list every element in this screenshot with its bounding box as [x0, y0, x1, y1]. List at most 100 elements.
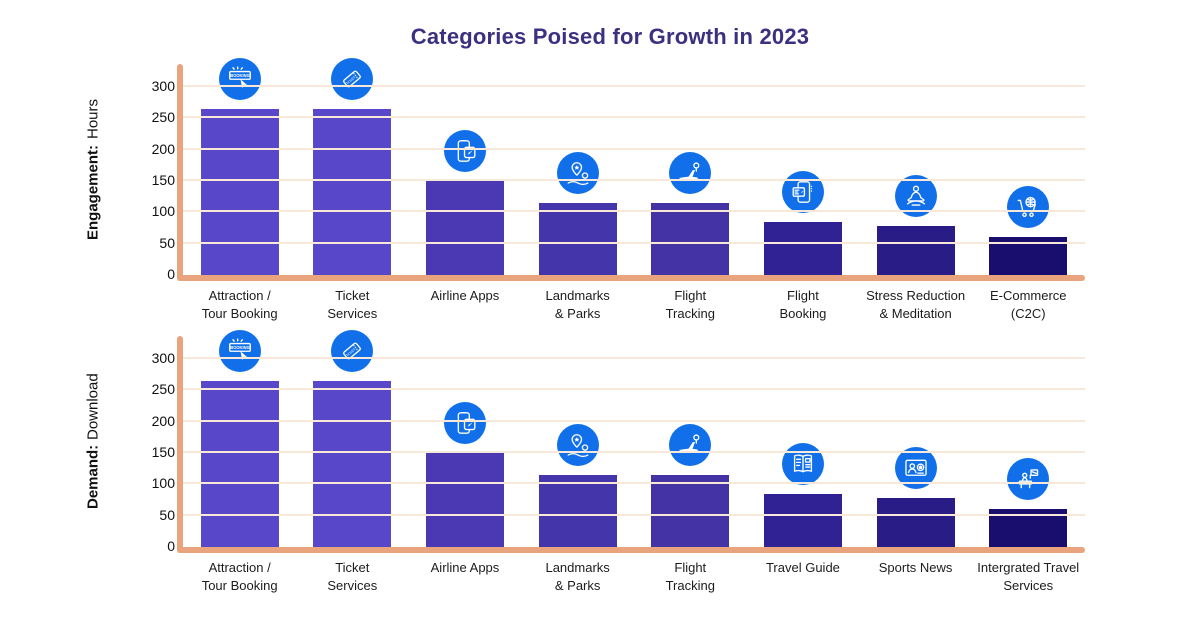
bars-engagement: BOOKING TICKET — [183, 58, 1085, 275]
landmarks-parks-icon — [556, 152, 599, 194]
booking-button-icon: BOOKING — [218, 330, 261, 373]
gridline — [183, 419, 1085, 422]
x-axis-labels-demand: Attraction / Tour Booking Ticket Services… — [183, 559, 1085, 594]
bar — [651, 475, 730, 548]
y-axis-ticks: 0 50 100 150 200 250 300 — [106, 64, 183, 281]
bar — [313, 109, 392, 275]
plot-area-engagement: BOOKING TICKET — [177, 58, 1085, 281]
bar-group — [860, 336, 972, 548]
y-axis-label-engagement: Engagement: Hours — [80, 64, 106, 275]
bar-group: TICKET — [296, 330, 408, 548]
svg-text:BOOKING: BOOKING — [230, 73, 250, 78]
x-axis-labels-engagement: Attraction / Tour Booking Ticket Services… — [183, 287, 1085, 322]
ticket-icon: TICKET — [331, 58, 374, 100]
engagement-chart: Engagement: Hours 0 50 100 150 200 250 300 BOOK… — [80, 58, 1085, 322]
flight-booking-icon — [781, 171, 824, 213]
gridline — [183, 388, 1085, 391]
y-tick-label: 150 — [151, 172, 175, 188]
airline-app-icon — [443, 402, 486, 445]
bar — [200, 381, 279, 548]
x-category-label: Airline Apps — [430, 288, 500, 303]
bar-group — [747, 64, 859, 275]
bar-group: BOOKING — [184, 330, 296, 548]
travel-guide-icon — [781, 443, 824, 486]
x-category-label: Airline Apps — [430, 560, 500, 576]
bar — [425, 181, 504, 275]
y-axis-ticks: 0 50 100 150 200 250 300 — [106, 336, 183, 553]
x-category-label: Attraction / Tour Booking — [201, 288, 278, 321]
flight-tracking-icon — [669, 424, 712, 467]
gridline — [183, 513, 1085, 516]
bar-group — [634, 336, 746, 548]
x-category-label: E-Commerce (C2C) — [989, 288, 1067, 321]
y-tick-label: 50 — [159, 234, 175, 251]
y-tick-label: 200 — [151, 412, 175, 429]
x-category-label: Landmarks & Parks — [545, 560, 610, 593]
x-category-label: Flight Tracking — [665, 560, 715, 593]
gridline — [183, 482, 1085, 485]
bar-group — [409, 64, 521, 275]
bar — [763, 222, 842, 275]
bar-group — [747, 336, 859, 548]
x-category-label: Flight Tracking — [665, 288, 715, 321]
landmarks-parks-icon — [556, 424, 599, 467]
bar — [876, 226, 955, 275]
x-axis-line — [177, 547, 1085, 554]
bar-group: BOOKING — [184, 58, 296, 275]
y-tick-label: 200 — [151, 140, 175, 157]
bar-group — [522, 336, 634, 548]
y-axis-line — [177, 64, 183, 281]
bar — [651, 203, 730, 275]
meditation-icon — [894, 175, 937, 217]
x-category-label: Flight Booking — [779, 288, 827, 321]
gridline — [183, 116, 1085, 119]
gridline — [183, 210, 1085, 213]
travel-services-icon — [1007, 458, 1050, 501]
y-axis-label-bold: Engagement: — [84, 144, 102, 240]
y-axis-label-rest: Hours — [84, 99, 102, 140]
bar-group: TICKET — [296, 58, 408, 275]
x-category-label: Travel Guide — [765, 560, 840, 576]
booking-button-icon: BOOKING — [218, 58, 261, 100]
bar — [313, 381, 392, 548]
y-axis-label-bold: Demand: — [84, 445, 102, 510]
ticket-icon: TICKET — [331, 330, 374, 373]
y-tick-label: 50 — [159, 506, 175, 523]
ecommerce-cart-icon — [1007, 186, 1050, 228]
bar — [538, 203, 617, 275]
chart-title: Categories Poised for Growth in 2023 — [410, 24, 810, 49]
bar — [876, 498, 955, 548]
y-tick-label: 250 — [151, 109, 175, 126]
y-tick-label: 150 — [151, 444, 175, 461]
bar — [538, 475, 617, 548]
airline-app-icon — [443, 130, 486, 172]
bar — [425, 453, 504, 548]
plot-area-demand: BOOKING TICKET — [177, 330, 1085, 554]
gridline — [183, 241, 1085, 244]
gridline — [183, 147, 1085, 150]
y-tick-label: 250 — [151, 381, 175, 398]
y-tick-label: 300 — [151, 350, 175, 367]
gridline — [183, 451, 1085, 454]
demand-chart: Demand: Download 0 50 100 150 200 250 300 BOOKI… — [80, 330, 1085, 594]
x-axis-line — [177, 275, 1085, 281]
svg-text:TICKET: TICKET — [346, 347, 357, 357]
bars-demand: BOOKING TICKET — [183, 330, 1085, 548]
y-tick-label: 100 — [151, 203, 175, 220]
bar — [200, 109, 279, 275]
x-category-label: Ticket Services — [327, 288, 378, 321]
svg-text:TICKET: TICKET — [346, 75, 357, 85]
gridline — [183, 85, 1085, 87]
y-tick-label: 0 — [167, 266, 175, 282]
bar-group — [634, 64, 746, 275]
gridline — [183, 357, 1085, 360]
y-axis-label-rest: Download — [84, 373, 102, 441]
y-tick-label: 100 — [151, 475, 175, 492]
x-category-label: Attraction / Tour Booking — [201, 560, 278, 593]
x-category-label: Landmarks & Parks — [545, 288, 610, 321]
y-axis-label-demand: Demand: Download — [80, 336, 106, 547]
flight-tracking-icon — [669, 152, 712, 194]
bar-group — [522, 64, 634, 275]
y-axis-line — [177, 336, 183, 554]
